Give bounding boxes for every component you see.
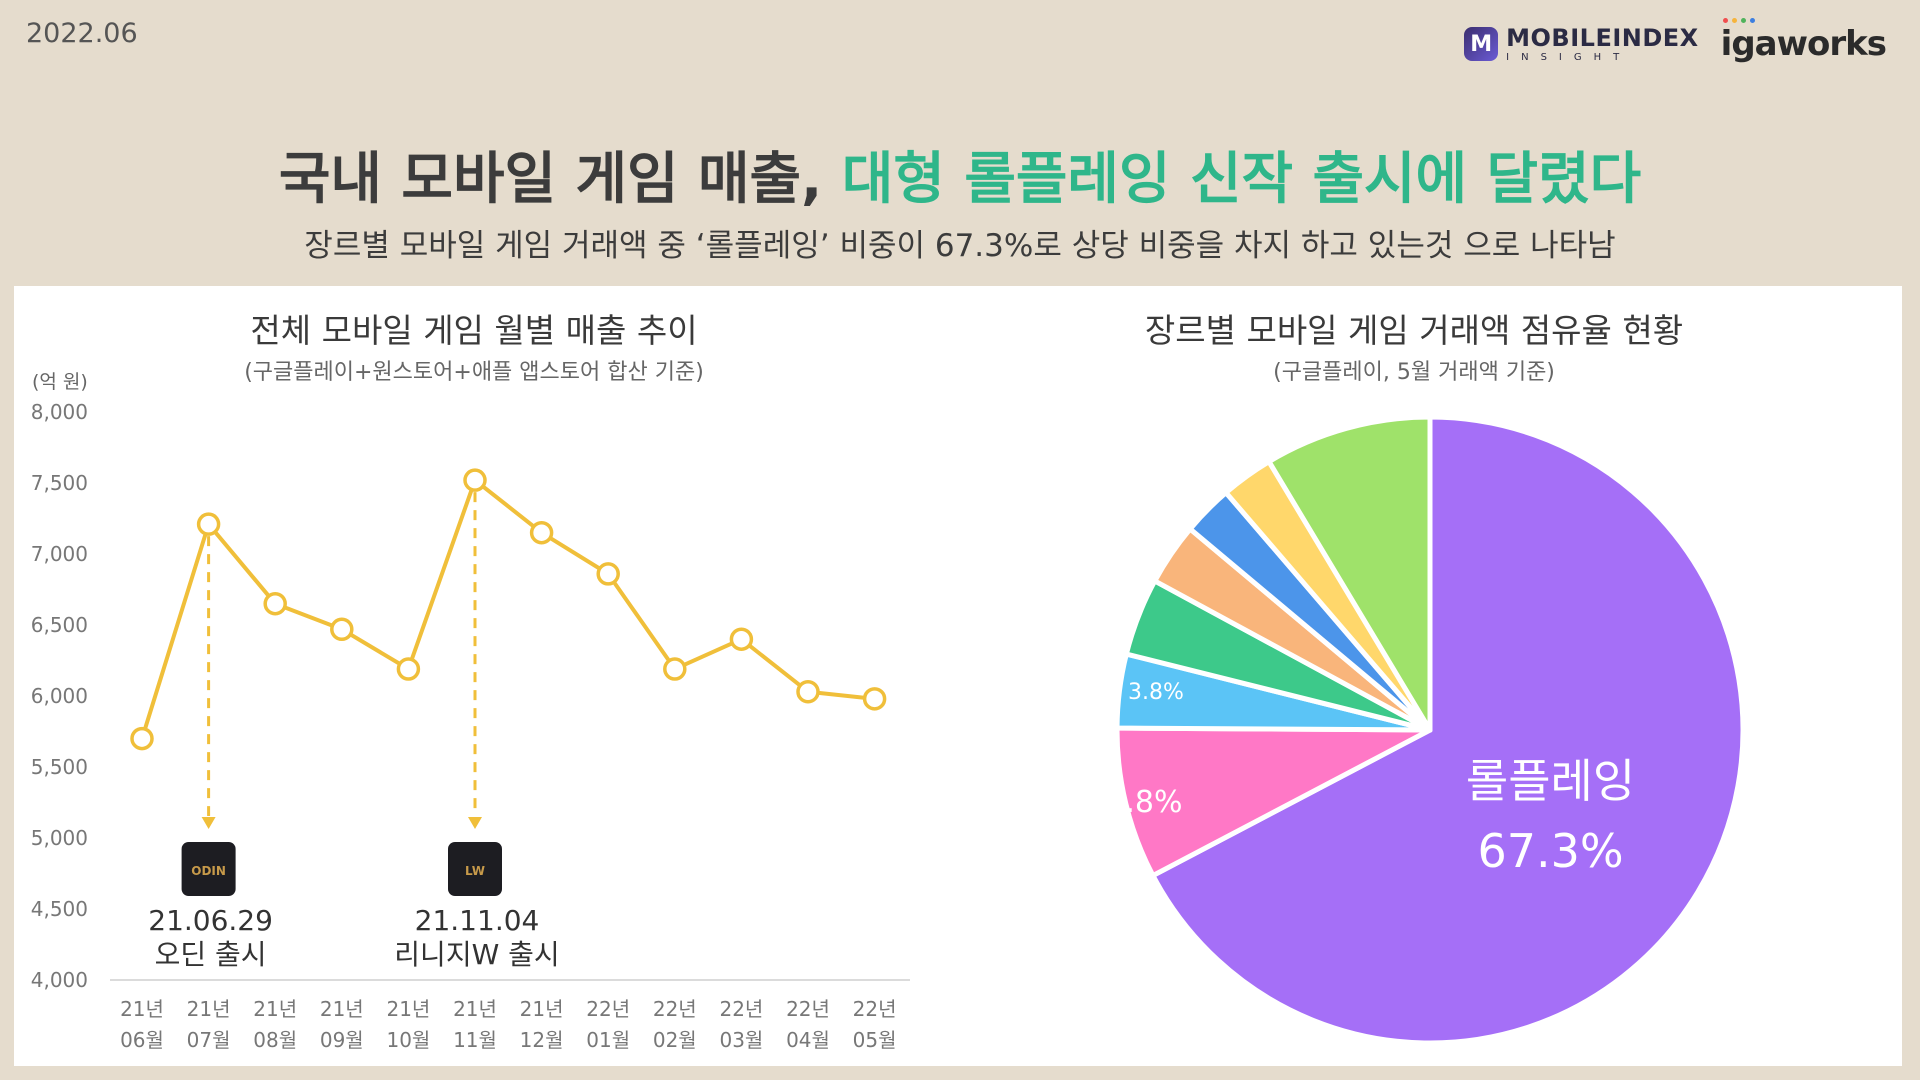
- x-tick-label-month: 01월: [586, 1028, 630, 1052]
- x-tick-label-year: 21년: [120, 997, 164, 1021]
- pie-chart: 롤플레잉 67.3% 전략 7.8% 어드벤처 3.8%: [1040, 414, 1746, 1046]
- report-date: 2022.06: [26, 18, 138, 49]
- x-tick-label-year: 22년: [653, 997, 697, 1021]
- y-tick-label: 4,000: [31, 968, 88, 992]
- x-tick-label-month: 07월: [187, 1028, 231, 1052]
- x-tick-label-year: 22년: [586, 997, 630, 1021]
- x-tick-label-month: 12월: [520, 1028, 564, 1052]
- annotation-arrow-head: [201, 817, 216, 829]
- data-point: [130, 726, 154, 751]
- x-tick-label-month: 04월: [786, 1028, 830, 1052]
- data-point: [263, 591, 287, 616]
- x-tick-label-month: 05월: [853, 1028, 897, 1052]
- x-tick-label-month: 06월: [120, 1028, 164, 1052]
- x-tick-label-month: 03월: [719, 1028, 763, 1052]
- line-chart-subtitle: (구글플레이+원스토어+애플 앱스토어 합산 기준): [244, 360, 704, 385]
- x-tick-label-month: 10월: [386, 1028, 430, 1052]
- igaworks-dots-icon: [1722, 18, 1755, 23]
- odin-game-icon-bg: [181, 842, 236, 896]
- pie-chart-subtitle: (구글플레이, 5월 거래액 기준): [1273, 360, 1555, 385]
- mobileindex-mark-icon: M: [1464, 27, 1499, 61]
- pie-label: 전략 7.8%: [1042, 785, 1183, 820]
- charts-panel: 전체 모바일 게임 월별 매출 추이 (구글플레이+원스토어+애플 앱스토어 합…: [14, 286, 1902, 1066]
- data-point: [529, 520, 554, 545]
- y-tick-label: 7,500: [31, 471, 88, 495]
- y-tick-label: 5,500: [31, 755, 88, 779]
- x-tick-label-year: 21년: [187, 997, 231, 1021]
- annotation-label: 리니지W 출시: [394, 938, 559, 971]
- pie-slice: [1150, 414, 1746, 1046]
- pie-label-name: 롤플레잉: [1466, 754, 1635, 808]
- y-tick-label: 8,000: [31, 400, 88, 424]
- series-line: [140, 478, 875, 740]
- y-tick-label: 4,500: [31, 897, 88, 921]
- y-tick-label: 7,000: [31, 542, 88, 566]
- y-axis-unit-label: (억 원): [32, 371, 88, 393]
- data-point: [396, 657, 421, 681]
- lineage-w-game-icon: LW: [448, 842, 502, 896]
- x-tick-label-year: 22년: [719, 997, 763, 1021]
- y-tick-label: 5,000: [31, 826, 88, 850]
- insight-wordmark: INSIGHT: [1506, 51, 1632, 63]
- x-tick-label-year: 21년: [520, 997, 564, 1021]
- data-point: [596, 562, 620, 586]
- mobileindex-logo: M MOBILEINDEX INSIGHT: [1464, 26, 1699, 63]
- annotation-arrow-head: [468, 817, 482, 829]
- y-tick-label: 6,500: [31, 613, 88, 637]
- pie-label: 어드벤처 3.8%: [1040, 680, 1184, 705]
- data-point: [862, 687, 887, 711]
- x-tick-label-year: 21년: [453, 997, 497, 1021]
- igaworks-logo: igaworks: [1720, 18, 1887, 64]
- x-tick-label-year: 21년: [320, 997, 364, 1021]
- pie-label-value: 67.3%: [1477, 824, 1623, 878]
- data-point: [796, 679, 820, 704]
- data-point: [463, 468, 487, 492]
- x-tick-label-year: 21년: [386, 997, 430, 1021]
- lineage-w-game-icon-text: LW: [465, 864, 485, 878]
- annotation-label: 오딘 출시: [155, 938, 267, 971]
- pie-slice: [1266, 414, 1433, 733]
- line-chart-title: 전체 모바일 게임 월별 매출 추이: [250, 311, 698, 350]
- pie-slice: [1114, 725, 1433, 879]
- page-subtitle: 장르별 모바일 게임 거래액 중 ‘롤플레잉’ 비중이 67.3%로 상당 비중…: [304, 228, 1616, 264]
- x-tick-label-month: 02월: [653, 1028, 697, 1052]
- igaworks-wordmark: igaworks: [1720, 24, 1887, 64]
- data-point: [729, 627, 754, 651]
- data-point: [196, 512, 221, 536]
- lineage-w-game-icon-bg: [448, 842, 502, 896]
- data-point: [330, 617, 354, 642]
- x-tick-label-month: 11월: [453, 1028, 497, 1052]
- annotation-date: 21.06.29: [148, 904, 273, 937]
- page-title: 국내 모바일 게임 매출, 대형 롤플레잉 신작 출시에 달렸다: [0, 134, 1920, 215]
- odin-game-icon: ODIN: [181, 842, 236, 896]
- pie-chart-title: 장르별 모바일 게임 거래액 점유율 현황: [1144, 311, 1684, 350]
- odin-game-icon-text: ODIN: [191, 864, 226, 878]
- mobileindex-wordmark: MOBILEINDEX: [1506, 23, 1699, 52]
- data-point: [663, 657, 687, 681]
- line-chart: (억 원) 8,000 7,500 7,000 6,500 6,000 5,500 5,000…: [31, 371, 910, 1052]
- x-tick-label-year: 22년: [853, 997, 897, 1021]
- x-tick-label-year: 22년: [786, 997, 830, 1021]
- y-tick-label: 6,000: [31, 684, 88, 708]
- brand-logos: M MOBILEINDEX INSIGHT igaworks: [1464, 18, 1887, 64]
- x-tick-label-month: 08월: [253, 1028, 297, 1052]
- x-tick-label-month: 09월: [320, 1028, 364, 1052]
- annotation-date: 21.11.04: [415, 904, 540, 937]
- title-prefix: 국내 모바일 게임 매출,: [278, 147, 823, 212]
- x-tick-label-year: 21년: [253, 997, 297, 1021]
- title-accent: 대형 롤플레잉 신작 출시에 달렸다: [841, 147, 1642, 212]
